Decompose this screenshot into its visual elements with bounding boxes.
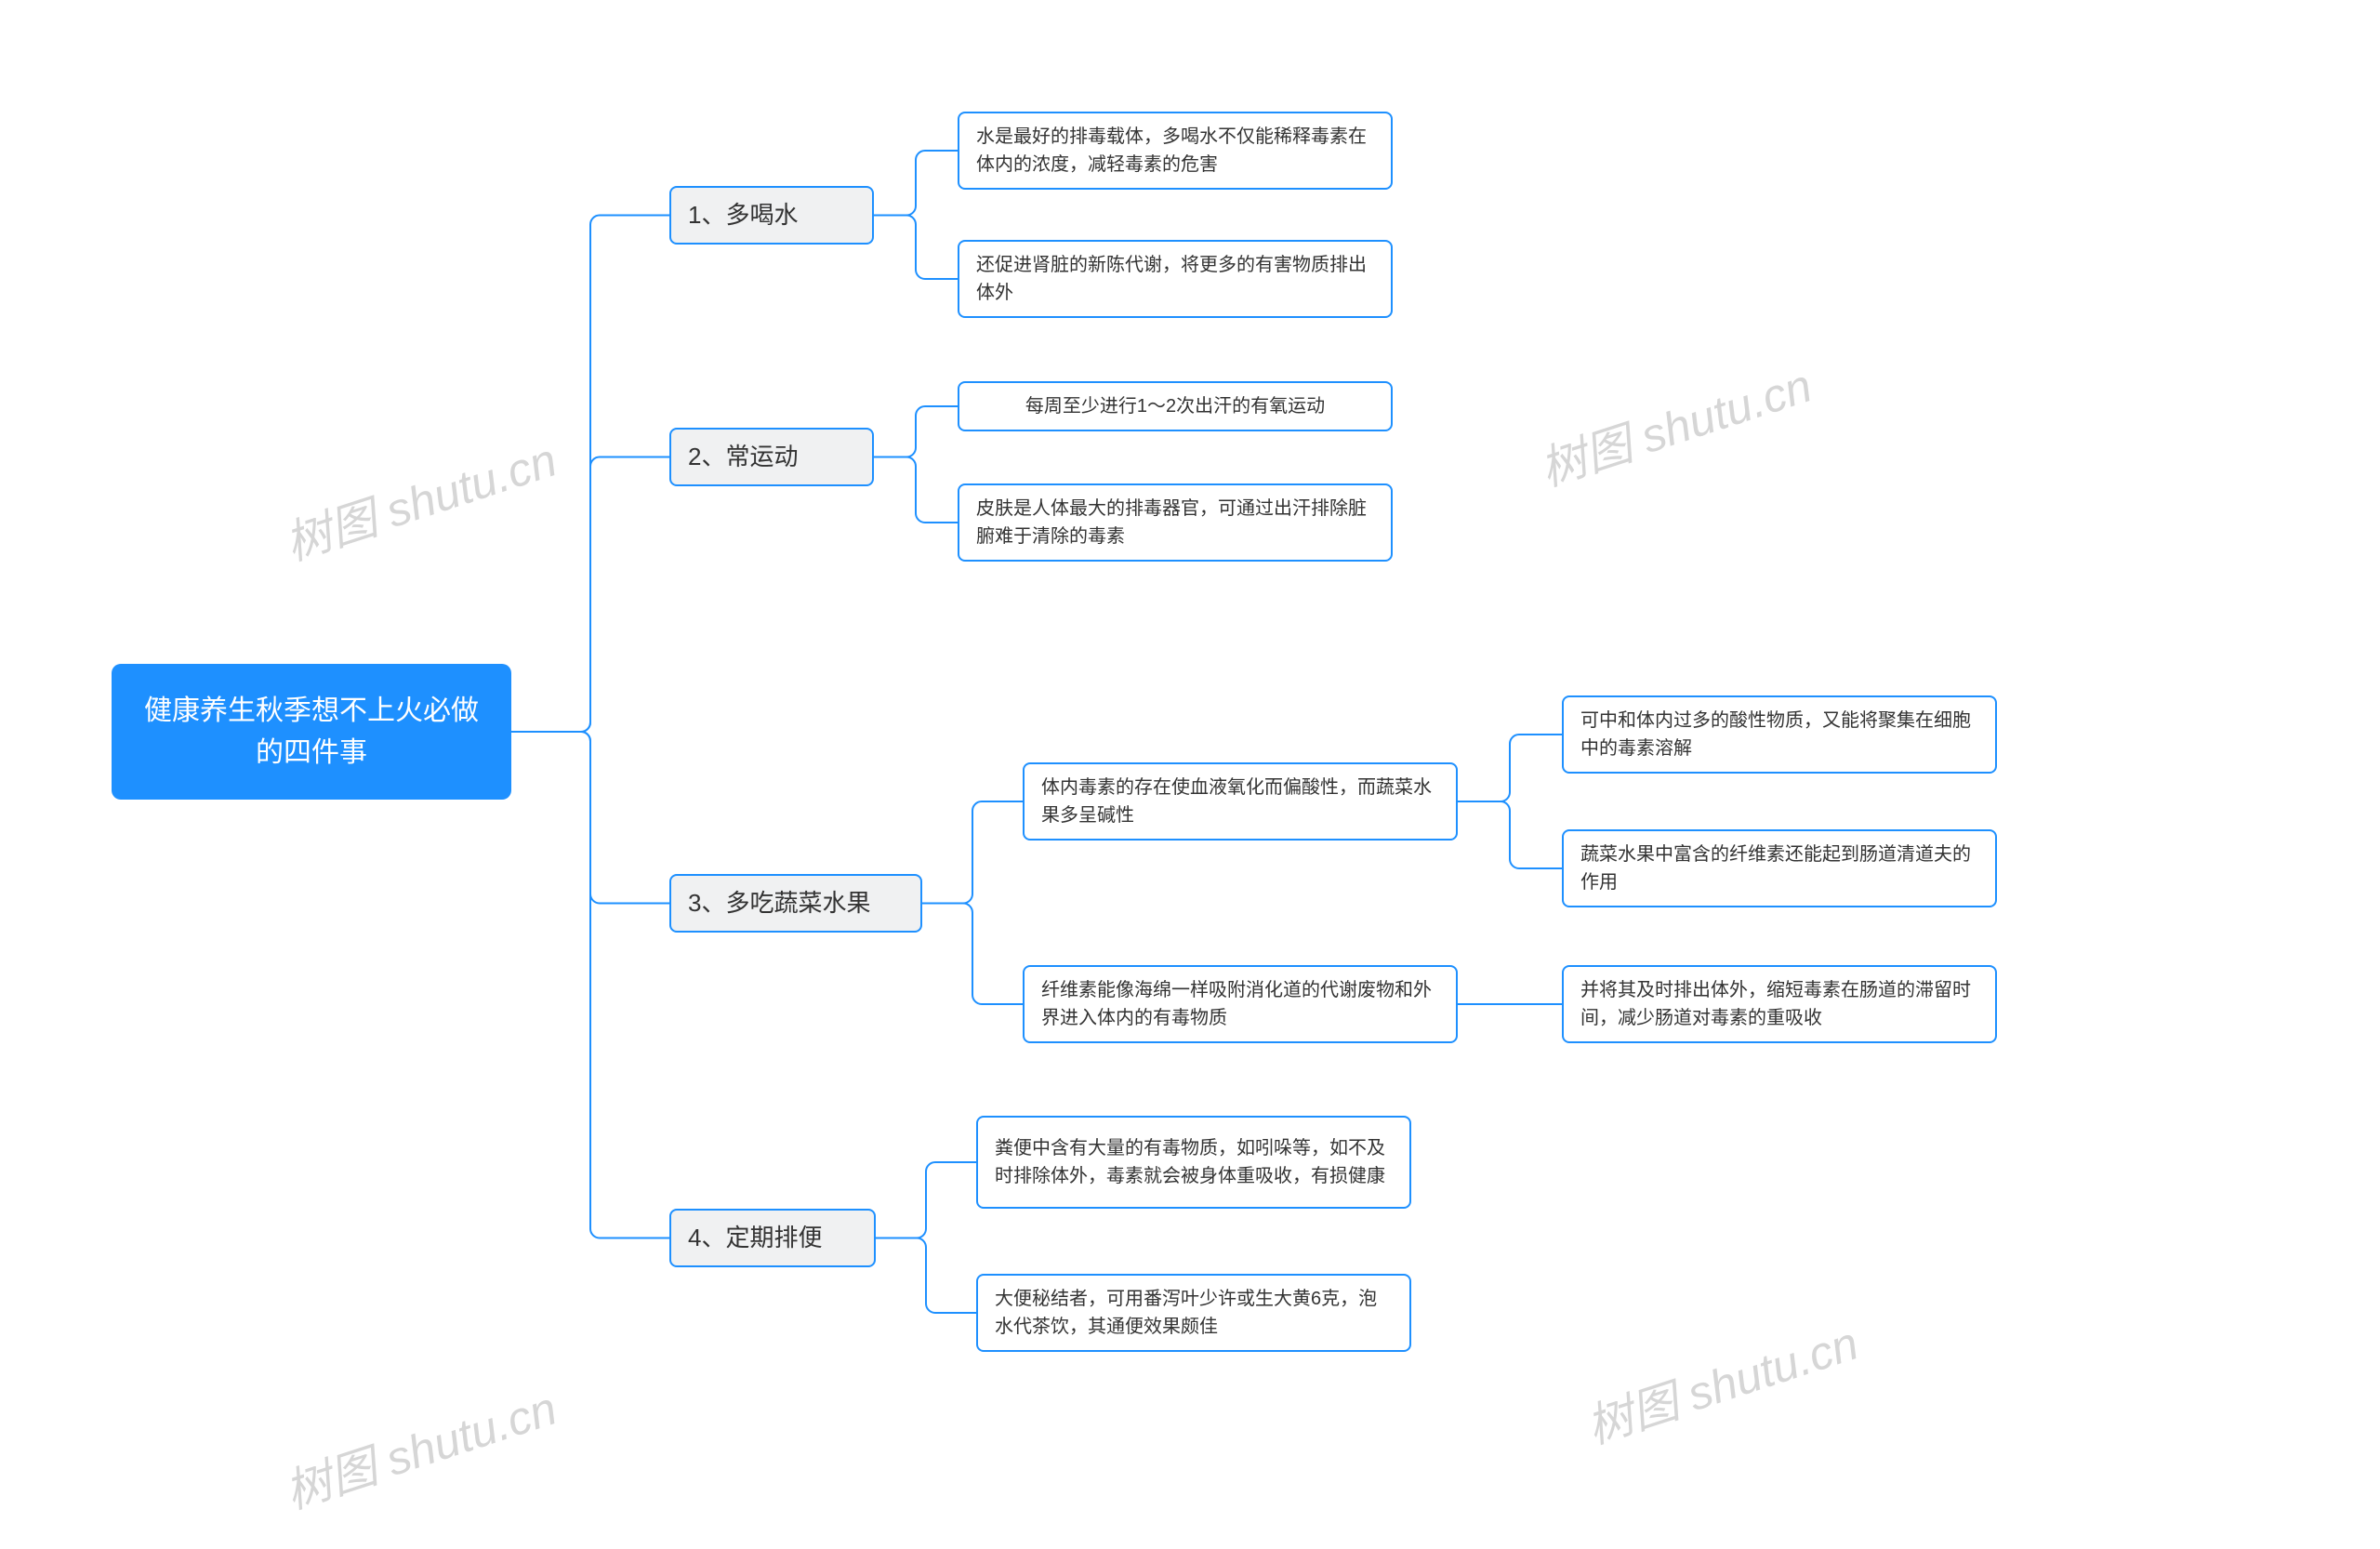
- leaf-node[interactable]: 大便秘结者，可用番泻叶少许或生大黄6克，泡水代茶饮，其通便效果颇佳: [976, 1274, 1411, 1352]
- leaf-node[interactable]: 可中和体内过多的酸性物质，又能将聚集在细胞中的毒素溶解: [1562, 695, 1997, 774]
- leaf-label: 水是最好的排毒载体，多喝水不仅能稀释毒素在体内的浓度，减轻毒素的危害: [976, 123, 1374, 179]
- leaf-label: 大便秘结者，可用番泻叶少许或生大黄6克，泡水代茶饮，其通便效果颇佳: [995, 1285, 1393, 1341]
- leaf-label: 纤维素能像海绵一样吸附消化道的代谢废物和外界进入体内的有毒物质: [1041, 976, 1439, 1032]
- root-label: 健康养生秋季想不上火必做的四件事: [134, 690, 489, 774]
- watermark: 树图 shutu.cn: [275, 1371, 563, 1522]
- leaf-label: 皮肤是人体最大的排毒器官，可通过出汗排除脏腑难于清除的毒素: [976, 495, 1374, 550]
- leaf-label: 体内毒素的存在使血液氧化而偏酸性，而蔬菜水果多呈碱性: [1041, 774, 1439, 829]
- leaf-node[interactable]: 蔬菜水果中富含的纤维素还能起到肠道清道夫的作用: [1562, 829, 1997, 907]
- leaf-node[interactable]: 还促进肾脏的新陈代谢，将更多的有害物质排出体外: [958, 240, 1393, 318]
- branch-label: 3、多吃蔬菜水果: [688, 885, 870, 921]
- leaf-node[interactable]: 体内毒素的存在使血液氧化而偏酸性，而蔬菜水果多呈碱性: [1023, 762, 1458, 841]
- mindmap-canvas: 健康养生秋季想不上火必做的四件事 1、多喝水 2、常运动 3、多吃蔬菜水果 4、…: [0, 0, 2380, 1549]
- leaf-label: 蔬菜水果中富含的纤维素还能起到肠道清道夫的作用: [1580, 841, 1978, 896]
- leaf-node[interactable]: 每周至少进行1～2次出汗的有氧运动: [958, 381, 1393, 431]
- root-node[interactable]: 健康养生秋季想不上火必做的四件事: [112, 664, 511, 800]
- watermark: 树图 shutu.cn: [1577, 1306, 1865, 1457]
- branch-label: 4、定期排便: [688, 1220, 822, 1256]
- branch-regular-bm[interactable]: 4、定期排便: [669, 1209, 876, 1267]
- branch-drink-water[interactable]: 1、多喝水: [669, 186, 874, 245]
- branch-label: 2、常运动: [688, 439, 798, 475]
- leaf-node[interactable]: 粪便中含有大量的有毒物质，如吲哚等，如不及时排除体外，毒素就会被身体重吸收，有损…: [976, 1116, 1411, 1209]
- branch-eat-vegfruit[interactable]: 3、多吃蔬菜水果: [669, 874, 922, 933]
- leaf-node[interactable]: 并将其及时排出体外，缩短毒素在肠道的滞留时间，减少肠道对毒素的重吸收: [1562, 965, 1997, 1043]
- branch-exercise[interactable]: 2、常运动: [669, 428, 874, 486]
- leaf-node[interactable]: 皮肤是人体最大的排毒器官，可通过出汗排除脏腑难于清除的毒素: [958, 483, 1393, 562]
- leaf-label: 每周至少进行1～2次出汗的有氧运动: [1025, 392, 1325, 420]
- watermark: 树图 shutu.cn: [275, 423, 563, 574]
- leaf-node[interactable]: 水是最好的排毒载体，多喝水不仅能稀释毒素在体内的浓度，减轻毒素的危害: [958, 112, 1393, 190]
- leaf-label: 并将其及时排出体外，缩短毒素在肠道的滞留时间，减少肠道对毒素的重吸收: [1580, 976, 1978, 1032]
- watermark: 树图 shutu.cn: [1530, 349, 1818, 499]
- leaf-label: 可中和体内过多的酸性物质，又能将聚集在细胞中的毒素溶解: [1580, 707, 1978, 762]
- leaf-label: 还促进肾脏的新陈代谢，将更多的有害物质排出体外: [976, 251, 1374, 307]
- branch-label: 1、多喝水: [688, 197, 798, 233]
- leaf-label: 粪便中含有大量的有毒物质，如吲哚等，如不及时排除体外，毒素就会被身体重吸收，有损…: [995, 1134, 1393, 1190]
- leaf-node[interactable]: 纤维素能像海绵一样吸附消化道的代谢废物和外界进入体内的有毒物质: [1023, 965, 1458, 1043]
